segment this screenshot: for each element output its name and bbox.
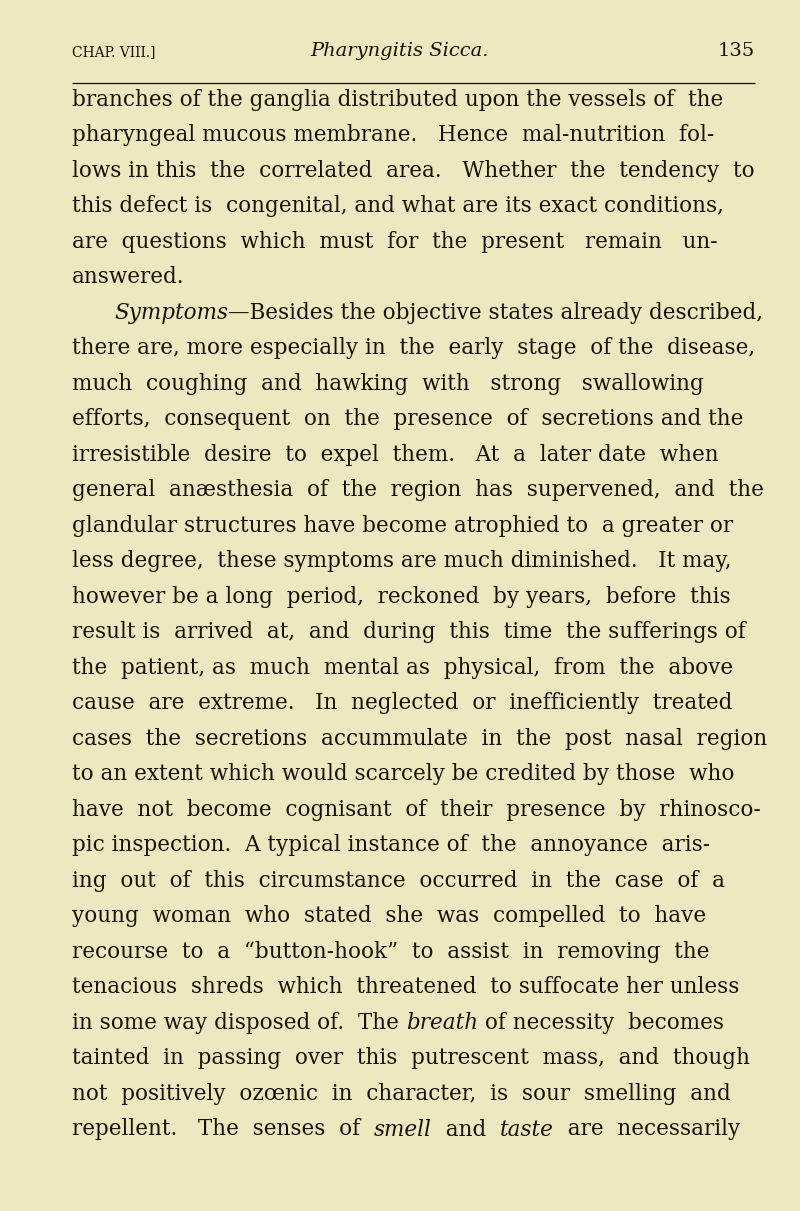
Text: taste: taste: [500, 1119, 554, 1141]
Text: recourse  to  a  “button-hook”  to  assist  in  removing  the: recourse to a “button-hook” to assist in…: [72, 941, 710, 963]
Text: the  patient, as  much  mental as  physical,  from  the  above: the patient, as much mental as physical,…: [72, 658, 733, 679]
Text: efforts,  consequent  on  the  presence  of  secretions and the: efforts, consequent on the presence of s…: [72, 408, 743, 430]
Text: cases  the  secretions  accummulate  in  the  post  nasal  region: cases the secretions accummulate in the …: [72, 728, 767, 750]
Text: and: and: [432, 1119, 500, 1141]
Text: tenacious  shreds  which  threatened  to suffocate her unless: tenacious shreds which threatened to suf…: [72, 976, 739, 999]
Text: not  positively  ozœnic  in  character,  is  sour  smelling  and: not positively ozœnic in character, is s…: [72, 1083, 730, 1104]
Text: answered.: answered.: [72, 266, 185, 288]
Text: of necessity  becomes: of necessity becomes: [478, 1012, 724, 1034]
Text: less degree,  these symptoms are much diminished.   It may,: less degree, these symptoms are much dim…: [72, 551, 731, 573]
Text: to an extent which would scarcely be credited by those  who: to an extent which would scarcely be cre…: [72, 763, 734, 786]
Text: in some way disposed of.  The: in some way disposed of. The: [72, 1012, 406, 1034]
Text: irresistible  desire  to  expel  them.   At  a  later date  when: irresistible desire to expel them. At a …: [72, 444, 718, 466]
Text: glandular structures have become atrophied to  a greater or: glandular structures have become atrophi…: [72, 515, 733, 536]
Text: much  coughing  and  hawking  with   strong   swallowing: much coughing and hawking with strong sw…: [72, 373, 704, 395]
Text: lows in this  the  correlated  area.   Whether  the  tendency  to: lows in this the correlated area. Whethe…: [72, 160, 754, 182]
Text: CHAP. VIII.]: CHAP. VIII.]: [72, 45, 155, 59]
Text: breath: breath: [406, 1012, 478, 1034]
Text: are  questions  which  must  for  the  present   remain   un-: are questions which must for the present…: [72, 231, 718, 253]
Text: however be a long  period,  reckoned  by years,  before  this: however be a long period, reckoned by ye…: [72, 586, 730, 608]
Text: 135: 135: [718, 42, 755, 61]
Text: pic inspection.  A typical instance of  the  annoyance  aris-: pic inspection. A typical instance of th…: [72, 834, 710, 856]
Text: cause  are  extreme.   In  neglected  or  inefficiently  treated: cause are extreme. In neglected or ineff…: [72, 693, 732, 714]
Text: result is  arrived  at,  and  during  this  time  the sufferings of: result is arrived at, and during this ti…: [72, 621, 746, 643]
Text: Pharyngitis Sicca.: Pharyngitis Sicca.: [310, 42, 490, 61]
Text: branches of the ganglia distributed upon the vessels of  the: branches of the ganglia distributed upon…: [72, 88, 723, 111]
Text: smell: smell: [374, 1119, 432, 1141]
Text: general  anæsthesia  of  the  region  has  supervened,  and  the: general anæsthesia of the region has sup…: [72, 480, 764, 501]
Text: —Besides the objective states already described,: —Besides the objective states already de…: [228, 302, 763, 325]
Text: have  not  become  cognisant  of  their  presence  by  rhinosco-: have not become cognisant of their prese…: [72, 799, 761, 821]
Text: pharyngeal mucous membrane.   Hence  mal-nutrition  fol-: pharyngeal mucous membrane. Hence mal-nu…: [72, 125, 714, 147]
Text: Symptoms: Symptoms: [114, 302, 228, 325]
Text: ing  out  of  this  circumstance  occurred  in  the  case  of  a: ing out of this circumstance occurred in…: [72, 869, 725, 893]
Text: repellent.   The  senses  of: repellent. The senses of: [72, 1119, 374, 1141]
Text: young  woman  who  stated  she  was  compelled  to  have: young woman who stated she was compelled…: [72, 906, 706, 928]
Text: tainted  in  passing  over  this  putrescent  mass,  and  though: tainted in passing over this putrescent …: [72, 1048, 750, 1069]
Text: there are, more especially in  the  early  stage  of the  disease,: there are, more especially in the early …: [72, 338, 755, 360]
Text: are  necessarily: are necessarily: [554, 1119, 740, 1141]
Text: this defect is  congenital, and what are its exact conditions,: this defect is congenital, and what are …: [72, 195, 724, 218]
